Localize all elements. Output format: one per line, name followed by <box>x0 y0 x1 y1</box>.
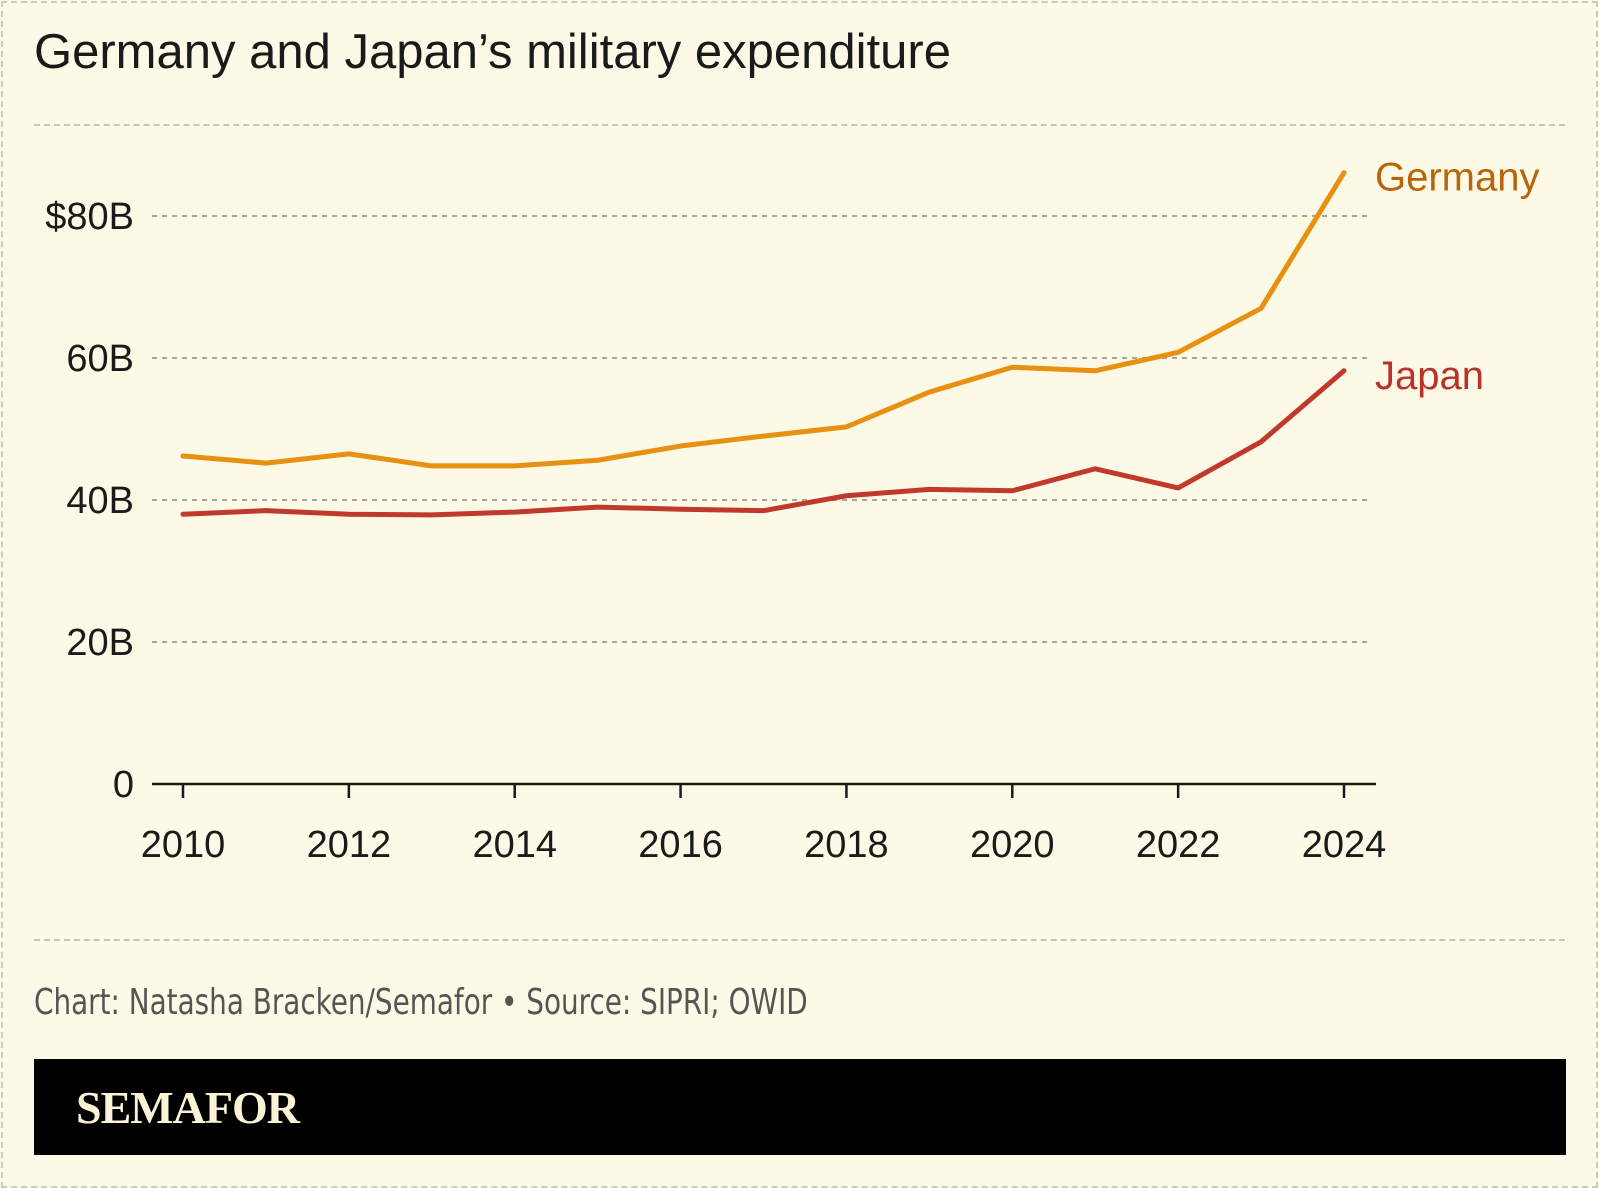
x-tick-label: 2024 <box>1302 824 1387 866</box>
x-tick-label: 2012 <box>307 824 392 866</box>
x-tick-label: 2014 <box>472 824 557 866</box>
series-line-japan <box>180 368 1347 518</box>
top-divider <box>34 124 1565 126</box>
x-tick-label: 2020 <box>970 824 1055 866</box>
y-tick-label: 20B <box>66 622 134 664</box>
semafor-logo: SEMAFOR <box>76 1082 300 1133</box>
footer-bar: SEMAFOR <box>34 1059 1566 1155</box>
y-tick-label: 40B <box>66 480 134 522</box>
y-tick-label: 60B <box>66 338 134 380</box>
series-label-japan: Japan <box>1375 354 1484 398</box>
x-tick-label: 2018 <box>804 824 889 866</box>
bottom-divider <box>34 939 1565 941</box>
source-credit: Chart: Natasha Bracken/Semafor • Source:… <box>34 982 808 1023</box>
x-tick-label: 2022 <box>1136 824 1221 866</box>
x-tick-label: 2016 <box>638 824 723 866</box>
y-tick-label: $80B <box>45 196 134 238</box>
x-tick-label: 2010 <box>141 824 226 866</box>
series-label-germany: Germany <box>1375 156 1540 200</box>
y-tick-label: 0 <box>113 764 134 806</box>
chart-title: Germany and Japan’s military expenditure <box>34 25 951 79</box>
